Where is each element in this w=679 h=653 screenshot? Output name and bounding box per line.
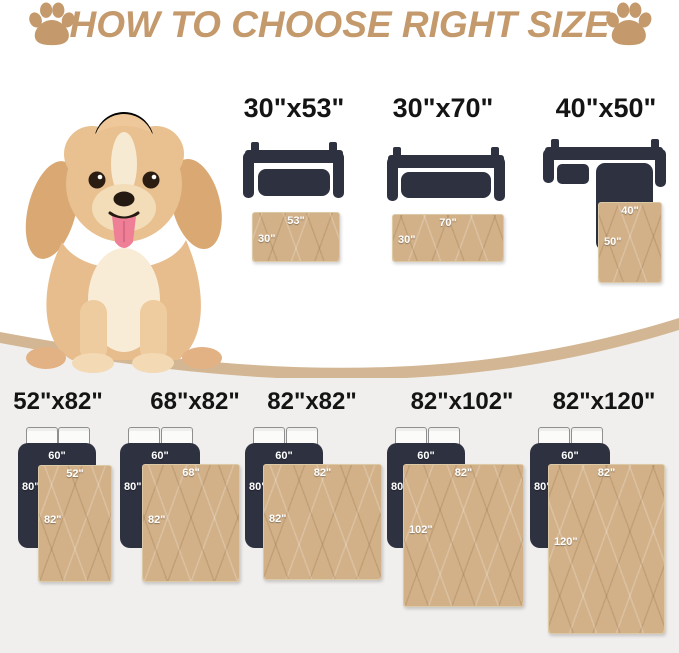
blanket-width-label: 52" [66, 468, 84, 480]
sofa-foot [491, 147, 499, 158]
bed-size-heading: 52"x82" [13, 388, 103, 415]
sofa-blanket-40x50: 40" 50" [598, 202, 662, 283]
sofa-cushion [258, 169, 330, 196]
sofa-foot [251, 142, 259, 153]
sofa-foot [551, 139, 559, 150]
sofa-armrest-left [543, 149, 554, 183]
bed-width-label: 60" [417, 450, 435, 462]
sofa-foot [329, 142, 337, 153]
blanket-height-label: 30" [258, 233, 276, 246]
sofa-armrest-right [333, 152, 344, 198]
sofa-foot [651, 139, 659, 150]
blanket-height-label: 82" [148, 513, 166, 526]
sofa-seat-cushion [557, 164, 589, 184]
sofa-size-heading: 30"x70" [392, 93, 494, 123]
bed-size-heading: 82"x82" [267, 388, 357, 415]
bed-height-label: 80" [249, 481, 267, 493]
blanket-height-label: 120" [554, 535, 578, 548]
sofa-cushion [401, 172, 491, 198]
page-title: HOW TO CHOOSE RIGHT SIZE [69, 4, 610, 45]
sofa-foot [393, 147, 401, 158]
bed-blanket-82x120: 82" 120" [548, 464, 665, 634]
puppy-photo [25, 112, 222, 373]
bed-width-label: 60" [275, 450, 293, 462]
sofa-armrest-left [387, 157, 398, 201]
blanket-height-label: 102" [409, 524, 433, 537]
bed-height-label: 80" [534, 481, 552, 493]
blanket-height-label: 50" [604, 236, 622, 249]
bed-size-heading: 68"x82" [150, 388, 240, 415]
bed-width-label: 60" [151, 450, 169, 462]
bed-size-heading: 82"x102" [410, 388, 514, 415]
blanket-width-label: 53" [287, 215, 305, 227]
blanket-width-label: 82" [313, 467, 332, 479]
paw-icon [29, 2, 75, 46]
sofa-backrest [388, 155, 504, 168]
blanket-width-label: 68" [182, 467, 200, 479]
bed-height-label: 80" [22, 481, 40, 493]
sofa-armrest-right [494, 157, 505, 201]
blanket-width-label: 82" [454, 467, 473, 479]
sofa-armrest-right [655, 149, 666, 187]
paw-icon [606, 2, 652, 46]
blanket-height-label: 30" [398, 234, 416, 247]
bed-blanket-68x82: 68" 82" [142, 464, 240, 582]
bed-size-heading: 82"x120" [552, 388, 656, 415]
blanket-width-label: 40" [621, 205, 639, 217]
sofa-blanket-30x53: 53" 30" [252, 212, 340, 262]
blanket-width-label: 82" [597, 467, 616, 479]
sofa-backrest [245, 150, 343, 163]
bed-width-label: 60" [48, 450, 66, 462]
bed-blanket-82x102: 82" 102" [403, 464, 524, 607]
sofa-armrest-left [243, 152, 254, 198]
sofa-size-heading: 30"x53" [243, 93, 345, 123]
bed-width-label: 60" [561, 450, 579, 462]
sofa-backrest [545, 147, 663, 160]
blanket-height-label: 82" [44, 514, 62, 527]
bed-height-label: 80" [124, 481, 142, 493]
bed-blanket-52x82: 52" 82" [38, 465, 112, 582]
sofa-blanket-30x70: 70" 30" [392, 214, 504, 262]
blanket-width-label: 70" [439, 217, 457, 229]
blanket-height-label: 82" [269, 512, 287, 525]
sofa-size-heading: 40"x50" [555, 93, 657, 123]
bed-blanket-82x82: 82" 82" [263, 464, 382, 580]
